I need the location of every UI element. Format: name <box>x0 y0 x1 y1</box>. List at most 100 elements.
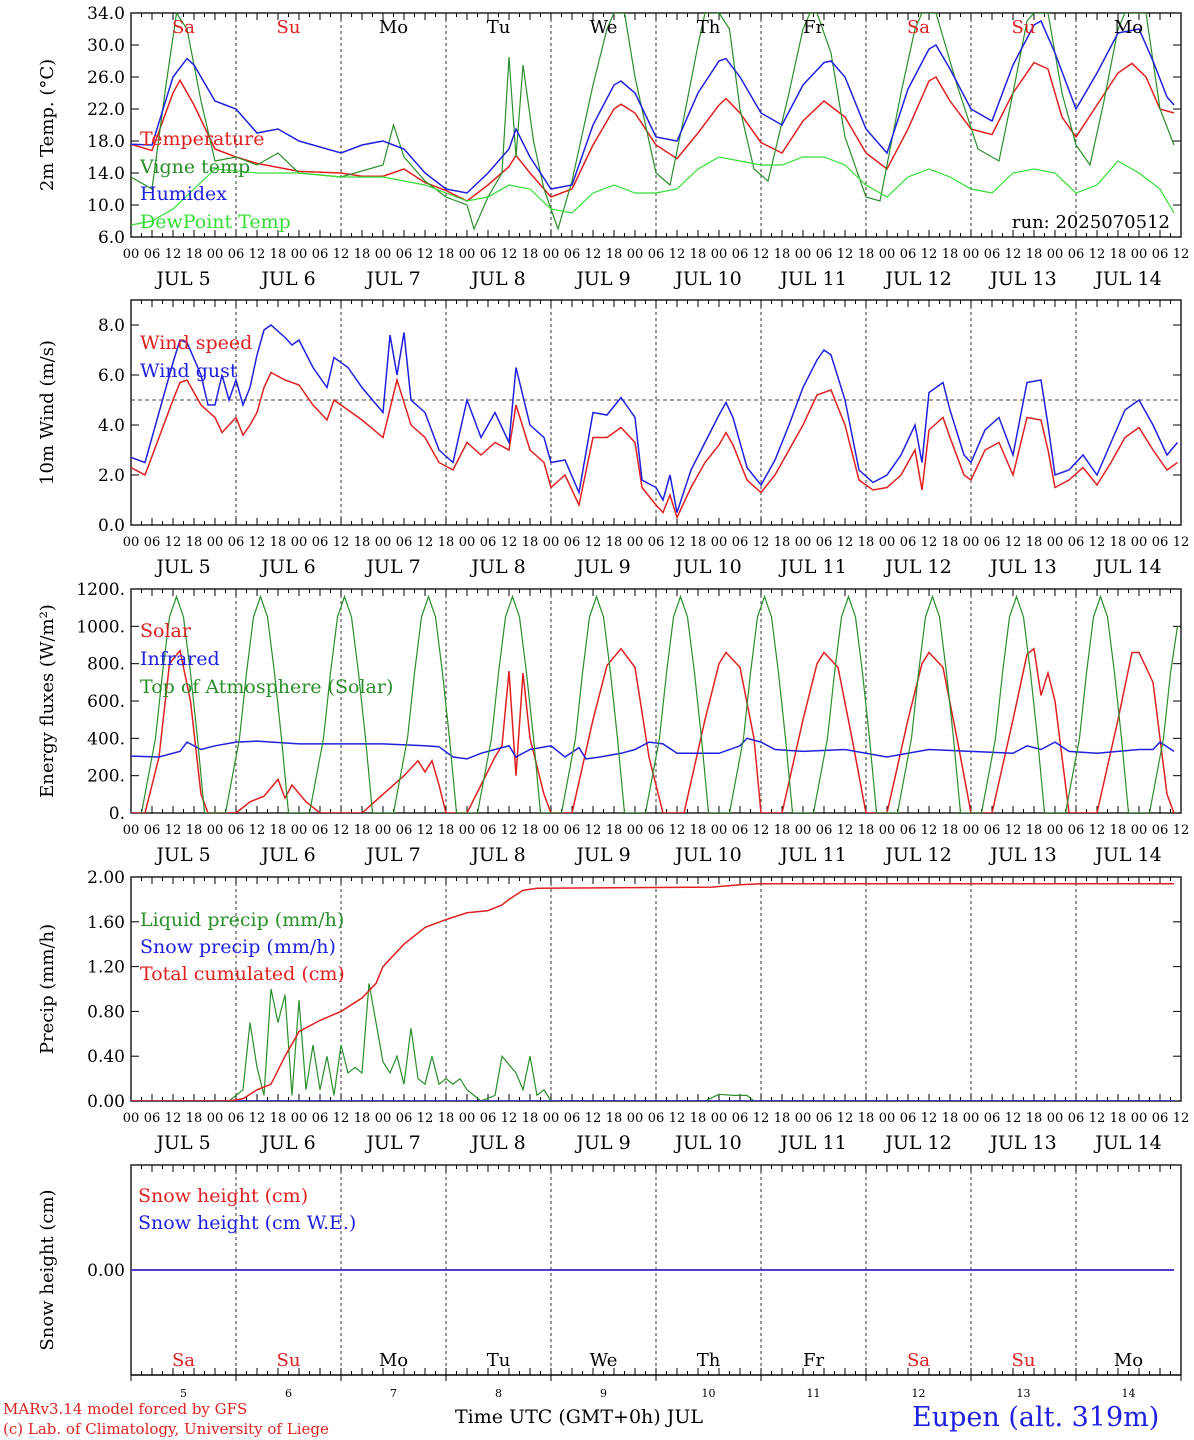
hour-label: 06 <box>480 247 497 262</box>
hour-label: 00 <box>627 1111 644 1126</box>
hour-label: 12 <box>837 247 854 262</box>
series-line <box>140 594 1179 813</box>
y-tick-label: 2.0 <box>98 466 125 486</box>
series-line <box>131 324 1179 513</box>
station-label: Eupen (alt. 319m) <box>912 1402 1160 1433</box>
weekday-label: We <box>590 17 618 38</box>
panel-1: 6.0 10.0 14.0 18.0 22.0 26.0 30.0 34.0 2m Temp. … <box>37 4 1189 290</box>
hour-label: 18 <box>522 535 539 550</box>
hour-label: 00 <box>459 823 476 838</box>
hour-label: 18 <box>438 823 455 838</box>
legend-entry: Infrared <box>140 648 220 670</box>
hour-label: 18 <box>270 823 287 838</box>
hour-label: 18 <box>606 1111 623 1126</box>
date-label: JUL 9 <box>574 556 630 578</box>
hour-label: 06 <box>816 1111 833 1126</box>
hour-label: 06 <box>1152 823 1169 838</box>
hour-label: 18 <box>690 823 707 838</box>
series-line <box>131 647 1175 813</box>
date-label: JUL 13 <box>988 844 1056 866</box>
hour-label: 00 <box>543 247 560 262</box>
hour-label: 06 <box>228 247 245 262</box>
hour-label: 00 <box>795 535 812 550</box>
date-label: JUL 9 <box>574 844 630 866</box>
y-tick-label: 10.0 <box>87 196 125 216</box>
hour-label: 18 <box>354 1111 371 1126</box>
legend-entry: Total cumulated (cm) <box>140 963 345 985</box>
day-number: 13 <box>1017 1387 1031 1400</box>
hour-label: 00 <box>543 823 560 838</box>
hour-label: 00 <box>627 823 644 838</box>
hour-label: 06 <box>312 247 329 262</box>
hour-label: 12 <box>1089 1111 1106 1126</box>
hour-label: 06 <box>732 1111 749 1126</box>
hour-label: 12 <box>333 1111 350 1126</box>
hour-label: 18 <box>1026 535 1043 550</box>
hour-label: 12 <box>1089 823 1106 838</box>
hour-label: 12 <box>1173 247 1190 262</box>
hour-label: 18 <box>1026 247 1043 262</box>
hour-label: 12 <box>417 1111 434 1126</box>
y-tick-label: 0.80 <box>87 1002 125 1022</box>
weekday-label: Mo <box>1114 1350 1143 1371</box>
hour-label: 12 <box>837 1111 854 1126</box>
day-number: 5 <box>180 1387 187 1400</box>
date-label: JUL 8 <box>469 1132 525 1154</box>
hour-label: 00 <box>1047 535 1064 550</box>
weekday-label: Mo <box>379 1350 408 1371</box>
panel-2: 0.0 2.0 4.0 6.0 8.0 10m Wind (m/s) Wind speed W… <box>37 299 1189 578</box>
hour-label: 06 <box>312 823 329 838</box>
hour-label: 18 <box>942 247 959 262</box>
date-label: JUL 12 <box>883 268 951 290</box>
hour-label: 06 <box>228 535 245 550</box>
hour-label: 06 <box>1068 823 1085 838</box>
y-tick-label: 400. <box>87 729 125 749</box>
hour-label: 06 <box>984 247 1001 262</box>
hour-label: 18 <box>690 1111 707 1126</box>
hour-label: 18 <box>858 535 875 550</box>
y-tick-label: 22.0 <box>87 100 125 120</box>
hour-label: 18 <box>522 1111 539 1126</box>
series-line <box>131 371 1178 520</box>
weekday-label: Su <box>277 17 301 38</box>
y-axis-title: Snow height (cm) <box>37 1189 58 1350</box>
hour-label: 00 <box>1047 823 1064 838</box>
hour-label: 12 <box>501 247 518 262</box>
hour-label: 18 <box>270 535 287 550</box>
hour-label: 06 <box>480 535 497 550</box>
hour-label: 18 <box>270 247 287 262</box>
y-tick-label: 1.20 <box>87 958 125 978</box>
hour-label: 00 <box>291 1111 308 1126</box>
hour-label: 18 <box>774 823 791 838</box>
hour-label: 18 <box>186 1111 203 1126</box>
weekday-label: Tu <box>487 17 511 38</box>
hour-label: 06 <box>1068 247 1085 262</box>
hour-label: 12 <box>333 823 350 838</box>
hour-label: 00 <box>711 1111 728 1126</box>
date-label: JUL 9 <box>574 268 630 290</box>
hour-label: 00 <box>795 247 812 262</box>
weekday-label: Mo <box>379 17 408 38</box>
hour-label: 00 <box>711 823 728 838</box>
hour-label: 12 <box>249 1111 266 1126</box>
date-label: JUL 7 <box>364 1132 420 1154</box>
hour-label: 12 <box>921 1111 938 1126</box>
y-tick-label: 4.0 <box>98 416 125 436</box>
hour-label: 12 <box>921 823 938 838</box>
weekday-label: Sa <box>172 17 195 38</box>
weekday-label: Mo <box>1114 17 1143 38</box>
weekday-label: Su <box>277 1350 301 1371</box>
series-line <box>131 983 1174 1101</box>
hour-label: 06 <box>312 535 329 550</box>
date-label: JUL 14 <box>1093 1132 1161 1154</box>
hour-label: 06 <box>228 1111 245 1126</box>
hour-label: 06 <box>228 823 245 838</box>
date-label: JUL 11 <box>778 268 846 290</box>
hour-label: 06 <box>648 535 665 550</box>
hour-label: 12 <box>585 823 602 838</box>
hour-label: 18 <box>606 823 623 838</box>
hour-label: 18 <box>186 247 203 262</box>
hour-label: 18 <box>354 247 371 262</box>
legend-entry: Top of Atmosphere (Solar) <box>140 676 393 698</box>
y-tick-label: 0.0 <box>98 516 125 536</box>
